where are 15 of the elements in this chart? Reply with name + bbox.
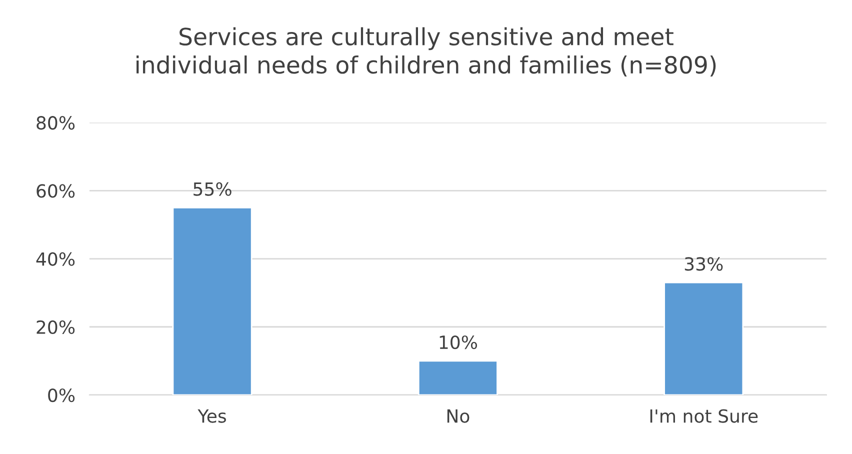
data-label: 33% bbox=[684, 257, 723, 271]
bar bbox=[418, 360, 498, 395]
bar bbox=[664, 282, 744, 395]
data-label: 10% bbox=[440, 335, 478, 350]
data-label: 55% bbox=[194, 182, 232, 196]
y-tick-label: 40% bbox=[36, 252, 75, 266]
y-tick-label: 80% bbox=[36, 116, 75, 130]
bar bbox=[172, 207, 252, 395]
x-tick-label: I'm not Sure bbox=[650, 409, 758, 423]
x-tick-label: No bbox=[447, 409, 470, 423]
chart-title: Services are culturally sensitive and meet individual needs of children and families (n=809) bbox=[136, 27, 716, 77]
y-tick-label: 60% bbox=[36, 184, 75, 198]
y-tick-label: 0% bbox=[48, 388, 75, 402]
x-tick-label: Yes bbox=[198, 409, 226, 423]
y-tick-label: 20% bbox=[36, 320, 75, 334]
